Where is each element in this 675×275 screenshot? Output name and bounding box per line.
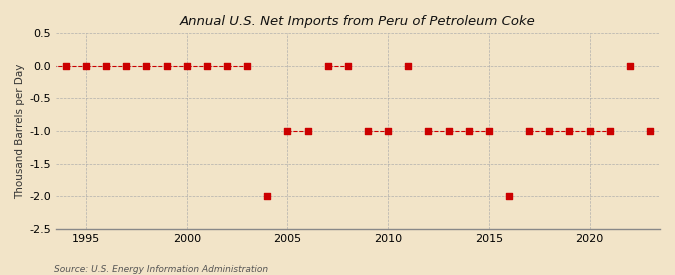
Y-axis label: Thousand Barrels per Day: Thousand Barrels per Day <box>15 63 25 199</box>
Point <box>645 129 655 133</box>
Point <box>624 64 635 68</box>
Point <box>423 129 434 133</box>
Point <box>383 129 394 133</box>
Point <box>201 64 212 68</box>
Point <box>584 129 595 133</box>
Point <box>322 64 333 68</box>
Point <box>121 64 132 68</box>
Point <box>61 64 72 68</box>
Point <box>443 129 454 133</box>
Point <box>161 64 172 68</box>
Point <box>604 129 615 133</box>
Point <box>101 64 111 68</box>
Point <box>80 64 91 68</box>
Point <box>242 64 252 68</box>
Point <box>141 64 152 68</box>
Point <box>504 194 514 198</box>
Point <box>403 64 414 68</box>
Title: Annual U.S. Net Imports from Peru of Petroleum Coke: Annual U.S. Net Imports from Peru of Pet… <box>180 15 536 28</box>
Point <box>221 64 232 68</box>
Point <box>463 129 474 133</box>
Point <box>362 129 373 133</box>
Point <box>483 129 494 133</box>
Point <box>282 129 293 133</box>
Point <box>302 129 313 133</box>
Point <box>544 129 555 133</box>
Point <box>342 64 353 68</box>
Point <box>564 129 575 133</box>
Point <box>262 194 273 198</box>
Point <box>182 64 192 68</box>
Point <box>40 64 51 68</box>
Point <box>524 129 535 133</box>
Text: Source: U.S. Energy Information Administration: Source: U.S. Energy Information Administ… <box>54 265 268 274</box>
